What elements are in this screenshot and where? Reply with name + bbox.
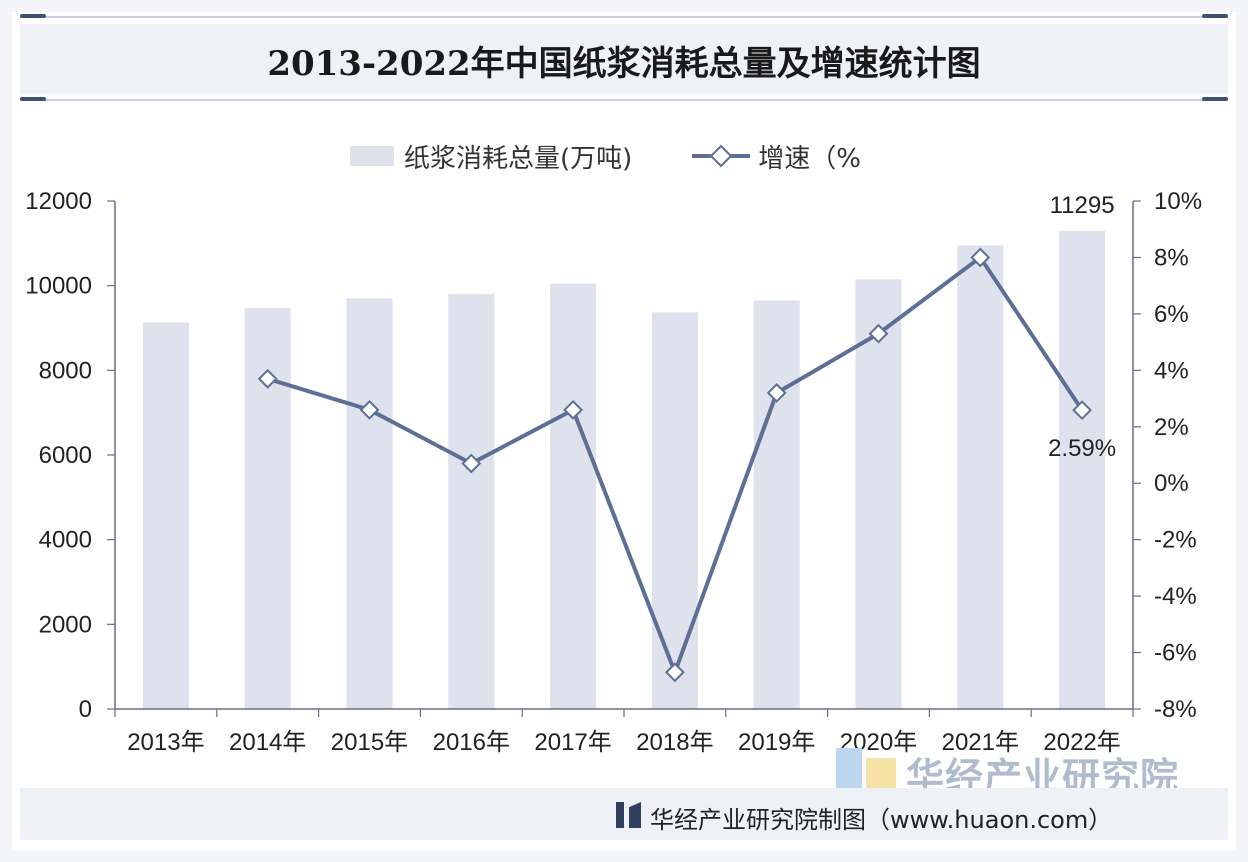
x-tick-label: 2014年 bbox=[229, 729, 306, 756]
x-tick-label: 2015年 bbox=[331, 729, 408, 756]
bar bbox=[448, 294, 495, 709]
footer-band bbox=[20, 788, 1228, 840]
title-rule-bottom bbox=[20, 99, 1228, 101]
bar-data-label: 11295 bbox=[1050, 192, 1115, 219]
x-tick-label: 2017年 bbox=[534, 729, 611, 756]
growth-point bbox=[563, 399, 583, 420]
right-tick-label: 4% bbox=[1154, 357, 1189, 384]
right-tick-label: 0% bbox=[1154, 470, 1189, 497]
right-tick-label: 6% bbox=[1154, 301, 1189, 328]
growth-point bbox=[970, 247, 991, 268]
source-mark-icon bbox=[616, 802, 644, 828]
footer-source: 华经产业研究院制图（www.huaon.com） bbox=[650, 806, 1113, 834]
legend-bar-swatch bbox=[350, 146, 394, 166]
right-tick-label: 10% bbox=[1154, 188, 1202, 215]
right-tick-label: 2% bbox=[1154, 414, 1189, 441]
left-tick-label: 0 bbox=[79, 696, 92, 723]
left-tick-label: 4000 bbox=[39, 527, 92, 554]
bar bbox=[346, 298, 393, 709]
growth-point bbox=[359, 399, 380, 420]
left-tick-label: 8000 bbox=[39, 357, 92, 384]
left-tick-label: 10000 bbox=[25, 273, 92, 300]
growth-point bbox=[461, 453, 482, 474]
growth-point bbox=[665, 662, 685, 683]
x-tick-label: 2019年 bbox=[738, 729, 815, 756]
title-rule-top bbox=[20, 16, 1228, 18]
legend-line-swatch bbox=[692, 142, 751, 170]
right-tick-label: -4% bbox=[1154, 583, 1197, 610]
corner-mark bbox=[20, 14, 46, 18]
bar bbox=[753, 300, 800, 709]
corner-mark bbox=[20, 97, 46, 101]
x-tick-label: 2016年 bbox=[433, 729, 510, 756]
growth-point bbox=[766, 383, 787, 403]
x-tick-label: 2018年 bbox=[636, 729, 713, 756]
right-tick-label: -6% bbox=[1154, 640, 1197, 667]
corner-mark bbox=[1202, 97, 1228, 101]
legend-bar-label: 纸浆消耗总量(万吨) bbox=[404, 143, 633, 174]
left-tick-label: 12000 bbox=[25, 188, 92, 215]
bar bbox=[651, 312, 698, 709]
brand-logo-icon bbox=[836, 748, 900, 792]
legend: 纸浆消耗总量(万吨) 增速（% bbox=[350, 138, 861, 174]
legend-line-label: 增速（% bbox=[758, 143, 862, 174]
bar bbox=[957, 245, 1004, 709]
growth-point bbox=[257, 368, 278, 389]
line-data-label: 2.59% bbox=[1048, 435, 1116, 462]
bar bbox=[1059, 230, 1106, 709]
growth-point bbox=[868, 323, 889, 344]
x-tick-label: 2013年 bbox=[127, 729, 204, 756]
corner-mark bbox=[1202, 14, 1228, 18]
left-tick-label: 2000 bbox=[39, 611, 92, 638]
bar bbox=[855, 279, 902, 709]
right-tick-label: -2% bbox=[1154, 527, 1197, 554]
right-tick-label: 8% bbox=[1154, 244, 1189, 271]
right-tick-label: -8% bbox=[1154, 696, 1197, 723]
title-band bbox=[20, 24, 1228, 94]
x-tick-label: 2022年 bbox=[1043, 729, 1120, 756]
bar bbox=[244, 308, 291, 709]
x-tick-label: 2021年 bbox=[942, 729, 1019, 756]
growth-point bbox=[1072, 400, 1092, 421]
bar bbox=[142, 322, 189, 709]
chart-title: 2013-2022年中国纸浆消耗总量及增速统计图 bbox=[267, 44, 981, 84]
bar bbox=[550, 283, 597, 709]
left-tick-label: 6000 bbox=[39, 442, 92, 469]
